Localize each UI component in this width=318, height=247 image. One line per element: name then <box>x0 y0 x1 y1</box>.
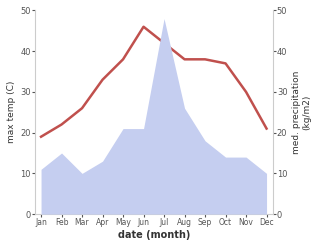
X-axis label: date (month): date (month) <box>118 230 190 240</box>
Y-axis label: med. precipitation
(kg/m2): med. precipitation (kg/m2) <box>292 71 311 154</box>
Y-axis label: max temp (C): max temp (C) <box>7 81 16 144</box>
